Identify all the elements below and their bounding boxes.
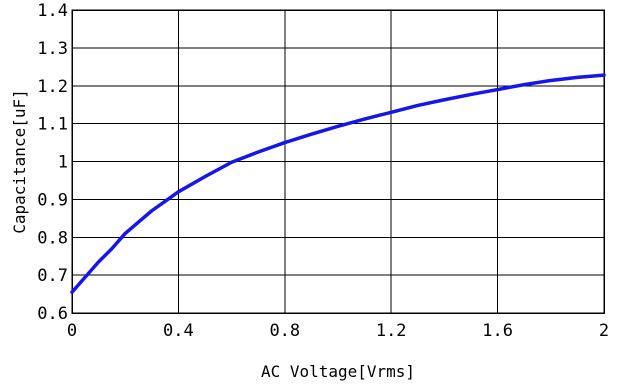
grid bbox=[72, 10, 604, 313]
y-tick-label: 1.3 bbox=[37, 39, 68, 59]
y-tick-label: 1 bbox=[58, 153, 68, 173]
y-tick-labels: 0.6 0.7 0.8 0.9 1 1.1 1.2 1.3 1.4 bbox=[37, 1, 68, 324]
y-tick-label: 1.1 bbox=[37, 115, 68, 135]
x-tick-label: 1.6 bbox=[482, 321, 513, 341]
series-layer bbox=[70, 73, 606, 294]
x-tick-label: 0.8 bbox=[269, 321, 300, 341]
x-tick-label: 2 bbox=[599, 321, 609, 341]
x-tick-labels: 0 0.4 0.8 1.2 1.6 2 bbox=[67, 321, 609, 341]
y-tick-label: 0.8 bbox=[37, 228, 68, 248]
y-tick-label: 0.7 bbox=[37, 266, 68, 286]
y-tick-label: 0.9 bbox=[37, 190, 68, 210]
x-axis-label: AC Voltage[Vrms] bbox=[261, 362, 415, 381]
capacitance-line bbox=[70, 73, 606, 294]
y-tick-label: 0.6 bbox=[37, 304, 68, 324]
x-tick-label: 1.2 bbox=[376, 321, 407, 341]
x-tick-label: 0.4 bbox=[163, 321, 194, 341]
y-tick-label: 1.2 bbox=[37, 77, 68, 97]
x-tick-label: 0 bbox=[67, 321, 77, 341]
y-axis-label: Capacitance[uF] bbox=[10, 89, 29, 234]
y-tick-label: 1.4 bbox=[37, 1, 68, 21]
